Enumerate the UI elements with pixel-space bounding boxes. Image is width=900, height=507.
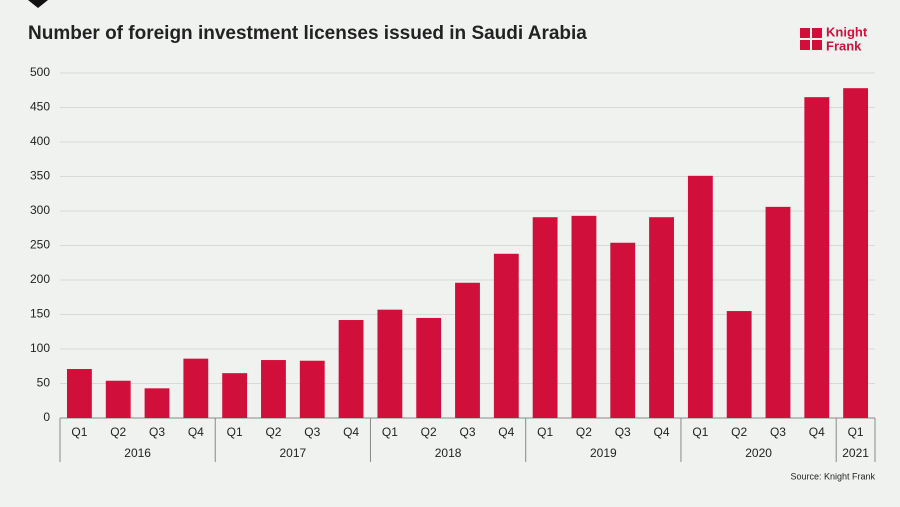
group-label: 2017 bbox=[280, 446, 307, 460]
x-tick-label: Q1 bbox=[537, 425, 553, 439]
group-label: 2019 bbox=[590, 446, 617, 460]
x-tick-label: Q1 bbox=[227, 425, 243, 439]
x-tick-label: Q1 bbox=[382, 425, 398, 439]
source: Source: Knight Frank bbox=[790, 471, 875, 481]
group-label: 2016 bbox=[124, 446, 151, 460]
y-tick-label: 250 bbox=[30, 238, 50, 252]
bar bbox=[66, 369, 92, 418]
bar bbox=[610, 242, 636, 418]
x-tick-label: Q1 bbox=[848, 425, 864, 439]
bar bbox=[649, 217, 674, 418]
x-tick-label: Q2 bbox=[731, 425, 747, 439]
y-tick-label: 450 bbox=[30, 100, 50, 114]
chart-title: Number of foreign investment licenses is… bbox=[28, 23, 587, 44]
bar bbox=[299, 360, 325, 418]
x-tick-label: Q2 bbox=[576, 425, 592, 439]
bar bbox=[571, 215, 597, 418]
logo-square bbox=[812, 40, 822, 50]
x-tick-label: Q3 bbox=[149, 425, 165, 439]
y-tick-label: 150 bbox=[30, 307, 50, 321]
bar bbox=[765, 206, 791, 418]
bar bbox=[532, 217, 558, 418]
x-tick-label: Q3 bbox=[304, 425, 320, 439]
y-tick-label: 500 bbox=[30, 65, 50, 79]
bar bbox=[261, 360, 286, 418]
bar bbox=[222, 373, 248, 418]
x-tick-label: Q2 bbox=[110, 425, 126, 439]
x-tick-label: Q3 bbox=[615, 425, 631, 439]
y-tick-label: 350 bbox=[30, 169, 50, 183]
logo-text: Frank bbox=[826, 38, 862, 53]
bar bbox=[377, 309, 403, 418]
x-tick-label: Q2 bbox=[421, 425, 437, 439]
x-tick-label: Q1 bbox=[692, 425, 708, 439]
logo-text: Knight bbox=[826, 24, 868, 39]
logo-square bbox=[800, 28, 810, 38]
logo-square bbox=[800, 40, 810, 50]
group-label: 2021 bbox=[842, 446, 869, 460]
logo-square bbox=[812, 28, 822, 38]
bar bbox=[144, 388, 170, 418]
group-label: 2020 bbox=[745, 446, 772, 460]
bar bbox=[804, 97, 830, 419]
bar bbox=[105, 380, 131, 418]
group-label: 2018 bbox=[435, 446, 462, 460]
bar bbox=[687, 175, 713, 418]
x-tick-label: Q2 bbox=[265, 425, 281, 439]
logo: Knight Frank bbox=[800, 24, 868, 53]
y-tick-label: 400 bbox=[30, 134, 50, 148]
bar bbox=[493, 253, 519, 418]
bar bbox=[455, 282, 480, 418]
bar bbox=[183, 358, 209, 418]
bar bbox=[843, 88, 869, 419]
x-tick-label: Q4 bbox=[654, 425, 670, 439]
bar bbox=[726, 311, 752, 418]
x-tick-label: Q4 bbox=[809, 425, 825, 439]
bar bbox=[338, 320, 364, 418]
bar bbox=[416, 317, 442, 418]
y-tick-label: 200 bbox=[30, 272, 50, 286]
y-tick-label: 100 bbox=[30, 341, 50, 355]
x-tick-label: Q4 bbox=[498, 425, 514, 439]
x-tick-label: Q4 bbox=[188, 425, 204, 439]
x-tick-label: Q3 bbox=[770, 425, 786, 439]
y-tick-label: 50 bbox=[37, 376, 51, 390]
y-tick-label: 0 bbox=[43, 410, 50, 424]
x-tick-label: Q3 bbox=[459, 425, 475, 439]
y-tick-label: 300 bbox=[30, 203, 50, 217]
x-tick-label: Q4 bbox=[343, 425, 359, 439]
x-tick-label: Q1 bbox=[71, 425, 87, 439]
corner-marker bbox=[28, 0, 48, 8]
